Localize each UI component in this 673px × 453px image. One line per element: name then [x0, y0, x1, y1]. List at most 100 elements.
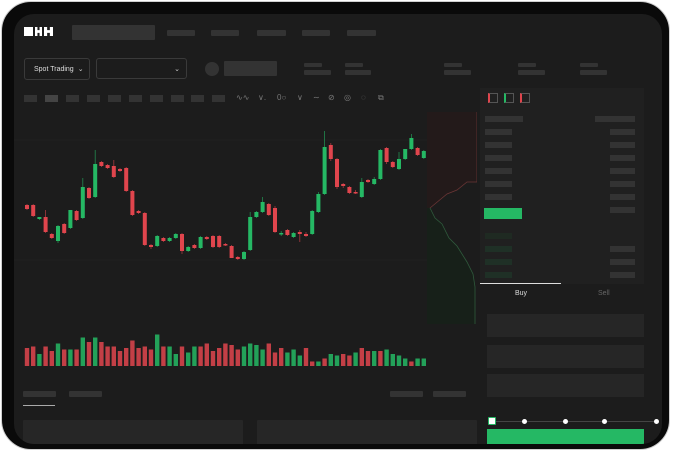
- candle-body: [142, 213, 147, 245]
- total-input[interactable]: [487, 374, 644, 397]
- slider-handle[interactable]: [488, 417, 496, 425]
- ask-amount: [610, 142, 635, 148]
- line-tool-icon[interactable]: ∼: [313, 93, 320, 102]
- settings-icon[interactable]: 0○: [277, 93, 287, 102]
- tab-order-history[interactable]: [69, 391, 102, 397]
- candle-body: [192, 245, 197, 248]
- volume-bar: [378, 351, 383, 366]
- timeframe-button[interactable]: [212, 95, 225, 102]
- candle-body: [211, 236, 215, 247]
- volume-bar: [62, 349, 67, 366]
- candlestick-chart[interactable]: [14, 14, 434, 374]
- ask-amount: [610, 181, 635, 187]
- timeframe-button[interactable]: [66, 95, 79, 102]
- volume-bar: [297, 355, 302, 366]
- candle-body: [155, 236, 160, 246]
- orderbook-bids-icon[interactable]: [504, 93, 514, 103]
- volume-bar: [37, 354, 42, 366]
- circle-icon[interactable]: ◌: [361, 93, 366, 102]
- ask-amount: [610, 207, 635, 213]
- orders-card: [23, 420, 243, 444]
- volume-bar: [248, 343, 253, 366]
- volume-bar: [86, 342, 92, 366]
- amount-input[interactable]: [487, 345, 644, 368]
- order-book: [480, 88, 644, 284]
- volume-bar: [365, 351, 371, 366]
- buy-button[interactable]: [487, 429, 644, 444]
- nav-item[interactable]: [302, 30, 330, 36]
- chart-type-icon[interactable]: ∨.: [258, 93, 267, 102]
- orders-action[interactable]: [390, 391, 423, 397]
- volume-bar: [55, 343, 61, 366]
- orderbook-header-price: [485, 116, 523, 122]
- ask-amount: [610, 194, 635, 200]
- chevron-down-icon[interactable]: ∨: [297, 93, 303, 102]
- nav-item[interactable]: [257, 30, 286, 36]
- timeframe-button[interactable]: [171, 95, 184, 102]
- candle-body: [235, 257, 240, 259]
- volume-bar: [421, 358, 426, 366]
- timeframe-button[interactable]: [108, 95, 121, 102]
- candle-body: [273, 208, 277, 232]
- candle-body: [167, 238, 172, 241]
- stat-value: [444, 70, 471, 75]
- nav-item[interactable]: [347, 30, 376, 36]
- timeframe-button[interactable]: [24, 95, 37, 102]
- candle-body: [248, 217, 253, 250]
- candle-body: [229, 246, 234, 258]
- bid-amount: [610, 272, 635, 278]
- search-bar[interactable]: [72, 25, 155, 40]
- candle-body: [49, 234, 54, 238]
- orderbook-both-icon[interactable]: [488, 93, 498, 103]
- volume-bar: [353, 352, 358, 366]
- target-icon[interactable]: ◎: [344, 93, 351, 102]
- volume-bar: [204, 343, 209, 366]
- volume-bar: [136, 348, 141, 366]
- candle-body: [378, 150, 383, 179]
- timeframe-button[interactable]: [150, 95, 163, 102]
- candle-body: [397, 159, 401, 169]
- orderbook-asks-icon[interactable]: [520, 93, 530, 103]
- market-select[interactable]: Spot Trading ⌄: [24, 58, 90, 80]
- timeframe-button[interactable]: [191, 95, 204, 102]
- stat-label: [444, 63, 462, 67]
- volume-bar: [31, 346, 36, 366]
- slider-mark-50[interactable]: [563, 419, 568, 424]
- tab-sell[interactable]: Sell: [598, 290, 610, 297]
- volume-bar: [272, 352, 278, 366]
- timeframe-button[interactable]: [87, 95, 100, 102]
- slider-mark-75[interactable]: [602, 419, 607, 424]
- stat-label: [345, 63, 363, 67]
- volume-bar: [167, 346, 172, 366]
- tab-open-orders[interactable]: [23, 391, 56, 397]
- volume-bar: [24, 348, 30, 366]
- volume-bar: [198, 346, 203, 366]
- volume-bar: [403, 358, 408, 366]
- volume-bar: [396, 355, 402, 366]
- slider-mark-25[interactable]: [522, 419, 527, 424]
- okx-logo[interactable]: [24, 27, 53, 36]
- candle-body: [304, 234, 308, 236]
- slider-mark-100[interactable]: [654, 419, 659, 424]
- nav-item[interactable]: [167, 30, 195, 36]
- nav-item[interactable]: [211, 30, 239, 36]
- tab-buy[interactable]: Buy: [515, 290, 528, 297]
- volume-bar: [359, 348, 364, 366]
- candle-body: [285, 230, 290, 235]
- timeframe-button[interactable]: [45, 95, 58, 102]
- price-input[interactable]: [487, 314, 644, 337]
- indicator-icon[interactable]: ∿∿: [236, 93, 250, 102]
- timeframe-button[interactable]: [129, 95, 142, 102]
- fullscreen-icon[interactable]: ⧉: [378, 93, 384, 102]
- pair-select[interactable]: ⌄: [96, 58, 187, 79]
- pair-name: [224, 61, 277, 76]
- pencil-icon[interactable]: ⊘: [328, 93, 335, 102]
- candle-body: [111, 166, 116, 177]
- orders-action[interactable]: [433, 391, 466, 397]
- volume-bar: [347, 355, 352, 366]
- candle-body: [204, 237, 209, 239]
- volume-bar: [99, 342, 104, 366]
- percent-slider[interactable]: [491, 421, 657, 422]
- ask-price: [485, 129, 512, 135]
